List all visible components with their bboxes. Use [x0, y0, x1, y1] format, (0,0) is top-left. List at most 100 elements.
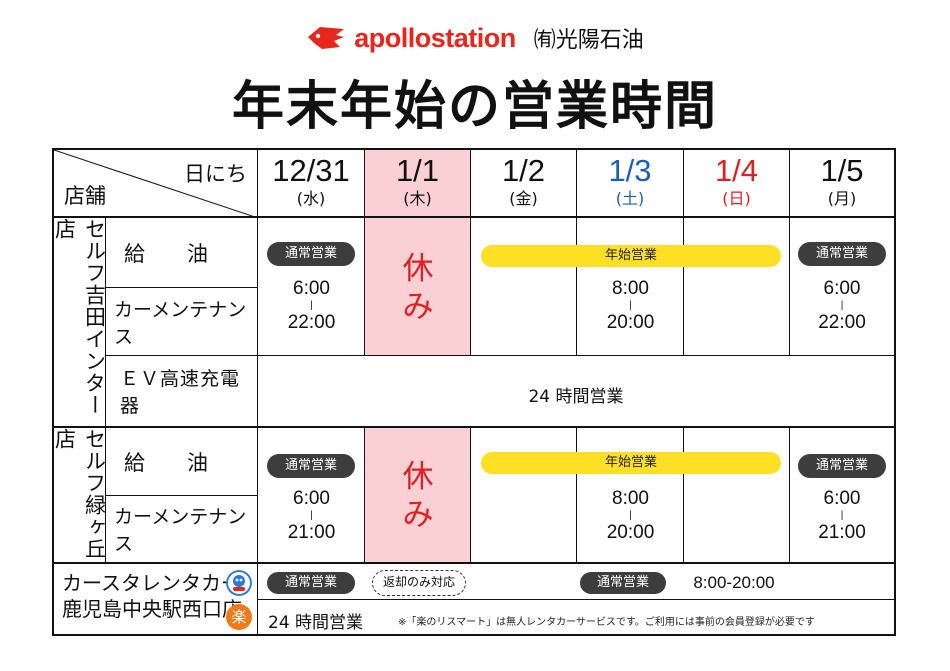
- raku-note: ※「楽のリスマート」は無人レンタカーサービスです。ご利用には事前の会員登録が必要…: [398, 617, 815, 628]
- store1-fuel-cell: 給 油: [106, 218, 258, 288]
- corner-date-label: 日にち: [184, 162, 247, 186]
- store2-time-1231: 6:00 | 21:00: [258, 488, 365, 544]
- store2-fuel-label: 給 油: [124, 451, 208, 475]
- open-time: 6:00: [823, 488, 861, 509]
- corner-cell: 日にち 店舗: [54, 150, 258, 218]
- store2-time-0105: 6:00 | 21:00: [790, 488, 894, 544]
- raku-hours: 24 時間営業: [268, 613, 364, 633]
- time-separator: |: [310, 300, 313, 311]
- store1-0102: [471, 218, 577, 356]
- carsta-mascot-icon: [226, 570, 252, 596]
- company-name: ㈲光陽石油: [533, 28, 644, 53]
- weekday-text: (金): [509, 189, 538, 208]
- store2-time-0103: 8:00 | 20:00: [577, 488, 684, 544]
- close-time: 21:00: [287, 522, 336, 543]
- time-separator: |: [310, 510, 313, 521]
- weekday-text: (土): [615, 189, 645, 208]
- close-time: 21:00: [818, 522, 866, 543]
- time-separator: |: [840, 300, 844, 311]
- close-time: 22:00: [287, 312, 336, 333]
- date-text: 1/3: [608, 153, 652, 188]
- open-time: 8:00: [612, 488, 649, 509]
- store1-ev-cell: ＥＶ高速充電器: [106, 356, 258, 428]
- rental-hours-badge: 通常営業: [580, 572, 666, 594]
- rental-return-only-badge: 返却のみ対応: [372, 570, 466, 596]
- corner-store-label: 店舗: [64, 184, 106, 208]
- store1-time-0105: 6:00 | 22:00: [790, 278, 894, 334]
- store1-name: セルフ吉田インター店: [52, 218, 107, 416]
- time-separator: |: [629, 300, 632, 311]
- time-separator: |: [840, 510, 844, 521]
- open-time: 6:00: [823, 278, 861, 299]
- store1-0104: [684, 218, 790, 356]
- store2-0105: [790, 428, 894, 564]
- hours-table: 日にち 店舗 12/31 (水) 1/1 (木) 1/2 (金) 1/3 (土) 1/4…: [52, 148, 896, 636]
- date-text: 1/1: [395, 153, 440, 188]
- store2-name-cell: セルフ緑ヶ丘店: [52, 428, 107, 564]
- date-text: 1/2: [501, 153, 546, 188]
- close-time: 20:00: [606, 522, 655, 543]
- store2-0104: [684, 428, 790, 564]
- date-col-0101: 1/1 (木): [365, 150, 471, 218]
- date-text: 12/31: [272, 153, 350, 188]
- store1-ev-row: [258, 356, 894, 428]
- page-title: 年末年始の営業時間: [231, 77, 718, 137]
- store1-ev-label: ＥＶ高速充電器: [120, 368, 241, 417]
- store1-1231: [258, 218, 365, 356]
- store1-maint-label: カーメンテナンス: [114, 299, 247, 348]
- store1-maint-cell: カーメンテナンス: [106, 288, 258, 356]
- rental-name-line1: カースタレンタカー: [62, 571, 241, 595]
- store2-fuel-cell: 給 油: [106, 428, 258, 496]
- rental-normal-badge: 通常営業: [267, 572, 355, 594]
- rental-row1: [258, 564, 894, 600]
- date-col-0105: 1/5 (月): [790, 150, 894, 218]
- store2-name: セルフ緑ヶ丘店: [52, 428, 107, 560]
- corner-diagonal: [54, 150, 258, 218]
- rental-name-line2: 鹿児島中央駅西口店: [62, 597, 242, 621]
- store1-fuel-label: 給 油: [124, 242, 208, 266]
- store2-0101: [365, 428, 471, 564]
- store1-normal-badge-0105: 通常営業: [798, 242, 886, 266]
- store1-0105: [790, 218, 894, 356]
- brand-logo-text: apollostation: [354, 22, 516, 53]
- store2-newyear-badge: 年始営業: [481, 452, 781, 474]
- date-col-1231: 12/31 (水): [258, 150, 365, 218]
- store1-time-1231: 6:00 | 22:00: [258, 278, 365, 334]
- store2-normal-badge-1231: 通常営業: [267, 454, 355, 478]
- weekday-text: (月): [827, 189, 857, 208]
- store1-normal-badge-1231: 通常営業: [267, 242, 355, 266]
- weekday-text: (日): [722, 189, 751, 208]
- store2-maint-label: カーメンテナンス: [114, 506, 247, 555]
- brand-header: apollostation ㈲光陽石油: [0, 18, 950, 58]
- rental-hours: 8:00-20:00: [693, 573, 775, 592]
- date-text: 1/4: [714, 153, 759, 188]
- time-separator: |: [629, 510, 632, 521]
- open-time: 6:00: [293, 488, 330, 509]
- apollo-wing-logo-icon: [308, 27, 345, 49]
- store1-0103: [577, 218, 684, 356]
- store2-0103: [577, 428, 684, 564]
- store2-0102: [471, 428, 577, 564]
- weekday-text: (木): [403, 189, 432, 208]
- rental-name-cell: カースタレンタカー 鹿児島中央駅西口店 楽: [54, 564, 258, 636]
- store1-ev-hours: 24 時間営業: [528, 387, 624, 407]
- store1-newyear-badge: 年始営業: [481, 245, 781, 267]
- store2-normal-badge-0105: 通常営業: [798, 454, 886, 478]
- date-col-0102: 1/2 (金): [471, 150, 577, 218]
- store1-0101: [365, 218, 471, 356]
- store2-closed-0101: 休み: [402, 459, 434, 533]
- store1-time-0103: 8:00 | 20:00: [577, 278, 684, 334]
- close-time: 20:00: [606, 312, 655, 333]
- weekday-text: (水): [296, 189, 326, 208]
- open-time: 6:00: [293, 278, 330, 299]
- store1-closed-0101: 休み: [402, 251, 434, 325]
- store2-maint-cell: カーメンテナンス: [106, 496, 258, 564]
- raku-icon: 楽: [226, 604, 252, 630]
- store1-name-cell: セルフ吉田インター店: [52, 218, 107, 428]
- open-time: 8:00: [612, 278, 649, 299]
- close-time: 22:00: [818, 312, 866, 333]
- date-text: 1/5: [820, 153, 864, 188]
- date-col-0104: 1/4 (日): [684, 150, 790, 218]
- store2-1231: [258, 428, 365, 564]
- date-col-0103: 1/3 (土): [577, 150, 684, 218]
